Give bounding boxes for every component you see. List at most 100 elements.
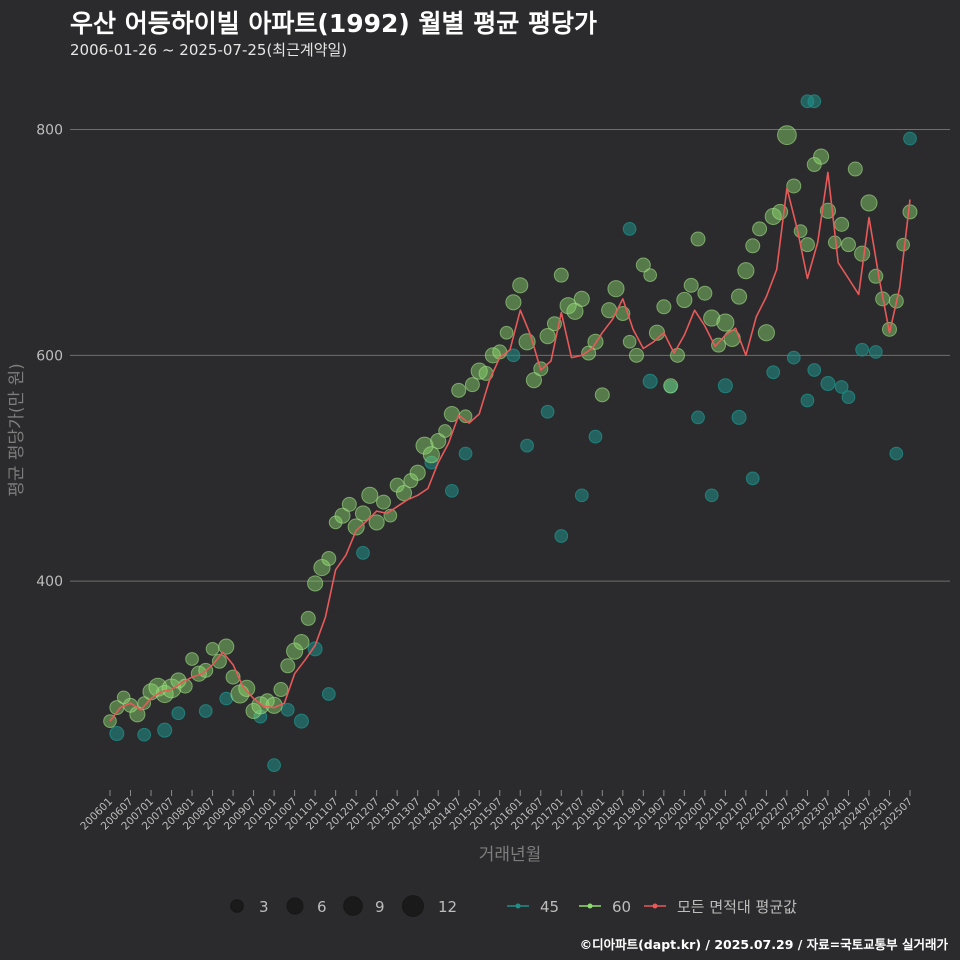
bubble-60 <box>307 575 324 592</box>
legend-key-dot-2 <box>652 903 658 909</box>
bubble-60 <box>321 551 337 567</box>
bubble-60 <box>745 238 761 254</box>
bubble-45 <box>321 687 336 701</box>
bubble-45 <box>820 376 836 392</box>
x-tick-labels: 2006012006072007012007072008012008072009… <box>78 790 915 832</box>
chart-subtitle: 2006-01-26 ~ 2025-07-25(최근계약일) <box>70 41 348 59</box>
bubble-60 <box>280 658 296 674</box>
bubble-60 <box>902 204 918 220</box>
bubble-45 <box>445 483 459 498</box>
bubble-60 <box>430 433 447 450</box>
chart-title: 우산 어등하이빌 아파트(1992) 월별 평균 평당가 <box>70 9 597 38</box>
bubble-60 <box>499 325 514 340</box>
bubble-60 <box>361 486 379 504</box>
legend-key-dot-0 <box>515 903 521 909</box>
legend-key-dot-1 <box>587 903 593 909</box>
bubble-60 <box>293 634 310 651</box>
bubble-60 <box>211 653 227 669</box>
bubble-60 <box>553 267 569 283</box>
bubble-45 <box>574 488 589 503</box>
legend-size-label-9: 9 <box>375 898 385 916</box>
bubble-60 <box>834 216 850 232</box>
average-price-line <box>109 171 911 722</box>
series-60-bubbles <box>103 125 918 728</box>
bubble-60 <box>334 507 351 524</box>
bubble-45 <box>267 758 281 773</box>
bubble-60 <box>683 277 699 293</box>
bubble-60 <box>451 382 467 398</box>
bubble-45 <box>868 345 883 359</box>
bubble-60 <box>868 268 884 284</box>
bubble-60 <box>566 302 584 320</box>
bubble-45 <box>588 429 603 444</box>
bubble-45 <box>520 438 534 453</box>
bubble-45 <box>855 342 869 357</box>
bubble-60 <box>341 496 357 512</box>
bubble-45 <box>171 706 186 721</box>
bubble-60 <box>376 494 392 510</box>
bubble-45 <box>807 94 822 109</box>
bubble-60 <box>438 424 452 438</box>
bubble-60 <box>484 347 501 364</box>
bubble-45 <box>731 409 747 425</box>
legend-size-9 <box>343 896 363 916</box>
bubble-60 <box>286 642 304 660</box>
bubble-60 <box>799 237 815 253</box>
bubble-60 <box>594 387 610 403</box>
bubble-60 <box>703 309 721 327</box>
bubble-60 <box>777 125 797 146</box>
bubble-60 <box>757 324 775 342</box>
bubble-60 <box>786 178 802 194</box>
bubble-45 <box>889 446 904 461</box>
legend-size-12 <box>401 894 425 918</box>
bubble-60 <box>752 221 768 237</box>
bubble-60 <box>690 231 706 247</box>
bubble-45 <box>841 390 856 404</box>
bubble-60 <box>676 291 693 309</box>
bubble-60 <box>190 665 207 682</box>
bubble-45 <box>834 380 849 394</box>
bubble-45 <box>691 410 705 425</box>
legend-size-3 <box>230 899 244 913</box>
bubble-45 <box>807 363 822 377</box>
bubble-60 <box>643 268 658 283</box>
bubble-60 <box>559 297 577 315</box>
bubble-60 <box>813 148 830 165</box>
bubble-60 <box>205 642 220 656</box>
bubble-60 <box>354 505 372 522</box>
legend-size-label-6: 6 <box>317 898 327 916</box>
y-tick-400: 400 <box>36 574 63 590</box>
bubble-45 <box>766 365 781 380</box>
bubble-60 <box>656 299 672 315</box>
bubble-60 <box>840 237 856 253</box>
bubble-60 <box>273 682 289 698</box>
bubble-60 <box>573 290 590 307</box>
bubble-60 <box>854 245 871 262</box>
bubble-60 <box>847 161 863 177</box>
bubble-60 <box>711 337 727 353</box>
bubble-60 <box>185 652 199 666</box>
bubble-60 <box>730 288 748 305</box>
bubble-45 <box>554 529 569 543</box>
bubble-45 <box>540 404 555 419</box>
legend-size-label-3: 3 <box>259 898 269 916</box>
bubble-45 <box>786 350 801 365</box>
bubble-60 <box>464 377 480 393</box>
bubble-60 <box>628 347 644 363</box>
bubble-45 <box>198 704 213 718</box>
bubble-45 <box>137 727 152 742</box>
series-45-bubbles <box>109 94 917 773</box>
average-line <box>109 171 911 722</box>
bubble-45 <box>745 471 760 486</box>
bubble-45 <box>704 488 719 503</box>
bubble-60 <box>635 257 651 273</box>
bubble-45 <box>800 393 815 408</box>
bubble-60 <box>607 280 625 298</box>
bubble-60 <box>415 436 434 455</box>
bubble-60 <box>860 194 878 212</box>
bubble-60 <box>103 714 117 728</box>
bubble-60 <box>395 484 413 502</box>
bubble-45 <box>280 702 295 717</box>
legend-size-6 <box>286 897 304 915</box>
